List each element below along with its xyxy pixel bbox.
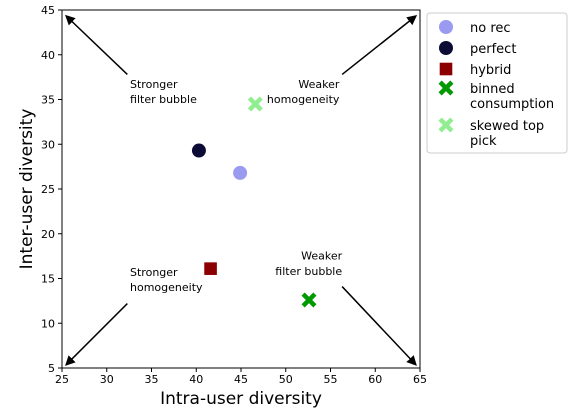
legend-label: skewed top xyxy=(470,119,544,134)
data-point-stroke xyxy=(247,96,263,112)
annotation-arrow xyxy=(341,286,417,366)
annotation-arrow xyxy=(65,303,128,366)
legend-marker xyxy=(439,62,453,76)
annotation-text: filter bubble xyxy=(130,93,197,106)
x-tick-label: 45 xyxy=(234,373,248,386)
y-tick-label: 25 xyxy=(41,183,55,196)
data-point xyxy=(233,165,248,180)
legend-marker xyxy=(438,117,454,133)
x-tick-label: 30 xyxy=(100,373,114,386)
annotation: Weaker filter bubble xyxy=(275,250,417,366)
annotation-text: Stronger xyxy=(130,78,178,91)
y-tick-label: 35 xyxy=(41,94,55,107)
y-tick-label: 5 xyxy=(48,362,55,375)
x-tick-label: 25 xyxy=(55,373,69,386)
x-tick-label: 65 xyxy=(413,373,427,386)
legend-marker-stroke xyxy=(438,80,454,96)
data-point xyxy=(247,96,263,112)
data-point xyxy=(204,262,217,275)
y-tick-label: 30 xyxy=(41,138,55,151)
annotation: Stronger filter bubble xyxy=(65,14,197,106)
legend-label: no rec xyxy=(470,21,511,36)
legend-marker xyxy=(438,80,454,96)
x-axis-label: Intra-user diversity xyxy=(160,389,322,409)
data-point xyxy=(191,143,206,158)
data-point xyxy=(301,292,317,308)
legend-marker xyxy=(439,20,453,34)
legend-frame xyxy=(426,12,568,154)
legend-label: binned xyxy=(470,82,515,97)
annotation-text: filter bubble xyxy=(275,265,342,278)
plot-area: 25 30 35 40 45 50 55 60 65 5 10 15 20 25 30 35 40 45 Stron… xyxy=(41,4,427,386)
annotation-text: homogeneity xyxy=(130,281,203,294)
y-tick-label: 20 xyxy=(41,228,55,241)
x-tick-label: 40 xyxy=(189,373,203,386)
annotation: Stronger homogeneity xyxy=(65,266,203,366)
legend-label: pick xyxy=(470,134,497,149)
x-tick-label: 50 xyxy=(279,373,293,386)
x-tick-label: 35 xyxy=(145,373,159,386)
annotation-text: Weaker xyxy=(298,78,339,91)
legend-marker xyxy=(439,41,453,55)
y-tick-label: 10 xyxy=(41,317,55,330)
y-axis-label: Inter-user diversity xyxy=(17,109,37,270)
legend-label: perfect xyxy=(470,42,516,57)
legend-label: hybrid xyxy=(470,63,511,78)
data-point-stroke xyxy=(301,292,317,308)
annotation: Weaker homogeneity xyxy=(267,15,418,106)
annotation-text: Weaker xyxy=(301,250,342,263)
y-tick-label: 45 xyxy=(41,4,55,17)
annotation-arrow xyxy=(341,15,418,76)
annotation-arrow xyxy=(65,14,128,75)
legend-marker-stroke xyxy=(438,117,454,133)
y-tick-label: 40 xyxy=(41,49,55,62)
legend-label: consumption xyxy=(470,97,554,112)
y-tick-label: 15 xyxy=(41,273,55,286)
x-tick-label: 55 xyxy=(324,373,338,386)
x-tick-label: 60 xyxy=(368,373,382,386)
annotation-text: Stronger xyxy=(130,266,178,279)
annotation-text: homogeneity xyxy=(267,93,340,106)
